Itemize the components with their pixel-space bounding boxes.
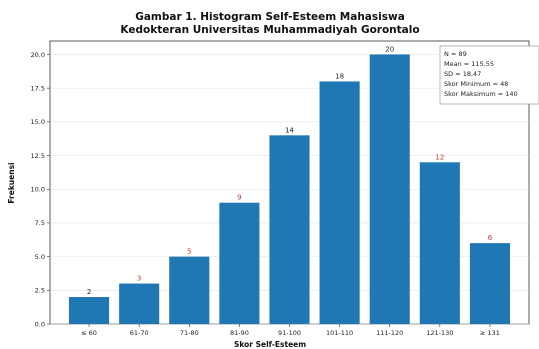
bar: [469, 243, 510, 324]
chart-title-line-1: Gambar 1. Histogram Self-Esteem Mahasisw…: [135, 11, 405, 23]
stats-mean: Mean = 115,55: [444, 60, 494, 68]
stats-box-frame: [439, 45, 539, 105]
x-tick-label: 71-80: [180, 329, 199, 337]
y-tick-label: 2.5: [35, 287, 45, 295]
bar: [69, 297, 110, 324]
y-axis-ticks: 0.0 2.5 5.0 7.5 10.0 12.5 15.0 17.5 20.0: [31, 51, 50, 328]
bar-value-label: 6: [488, 234, 493, 242]
y-tick-label: 20.0: [31, 51, 45, 59]
x-tick-label: 61-70: [130, 329, 149, 337]
stats-sd: SD = 18,47: [444, 70, 481, 78]
stats-n: N = 89: [444, 50, 467, 58]
stats-box: N = 89 Mean = 115,55 SD = 18,47 Skor Min…: [439, 45, 539, 105]
bar: [369, 54, 410, 324]
x-axis-label: Skor Self-Esteem: [234, 340, 306, 349]
bar: [269, 135, 310, 324]
y-axis-label: Frekuensi: [7, 162, 16, 203]
x-tick-label: 81-90: [230, 329, 249, 337]
y-tick-label: 7.5: [35, 219, 45, 227]
y-tick-label: 0.0: [35, 320, 45, 328]
stats-max: Skor Maksimum = 140: [444, 90, 518, 98]
x-tick-label: 91-100: [278, 329, 301, 337]
bar: [419, 162, 460, 324]
x-axis-ticks: ≤ 60 61-70 71-80 81-90 91-100 101-110 111-120 1…: [81, 324, 500, 337]
bar-value-label: 5: [187, 248, 191, 256]
bar-value-label: 12: [435, 153, 444, 161]
bar-value-label: 3: [137, 275, 141, 283]
y-tick-label: 17.5: [31, 84, 45, 92]
stats-min: Skor Minimum = 48: [444, 80, 508, 88]
bar-value-label: 18: [335, 72, 344, 80]
bar-value-label: 2: [87, 288, 91, 296]
bar-value-labels: 2 3 5 9 14 18 20 12 6: [87, 45, 493, 296]
bar-value-label: 20: [385, 45, 394, 53]
bar: [169, 256, 210, 324]
bar-value-label: 9: [237, 194, 241, 202]
y-tick-label: 5.0: [35, 253, 45, 261]
bar: [219, 202, 260, 324]
bar-value-label: 14: [285, 126, 294, 134]
x-tick-label: ≥ 131: [480, 329, 500, 337]
y-tick-label: 15.0: [31, 118, 45, 126]
x-tick-label: 121-130: [426, 329, 453, 337]
x-tick-label: 101-110: [326, 329, 353, 337]
y-tick-label: 10.0: [31, 186, 45, 194]
chart-title-line-2: Kedokteran Universitas Muhammadiyah Goro…: [120, 24, 419, 36]
x-tick-label: 111-120: [376, 329, 403, 337]
bar: [119, 283, 160, 324]
bar: [319, 81, 360, 324]
bars: [69, 54, 510, 324]
y-tick-label: 12.5: [31, 152, 45, 160]
x-tick-label: ≤ 60: [81, 329, 97, 337]
